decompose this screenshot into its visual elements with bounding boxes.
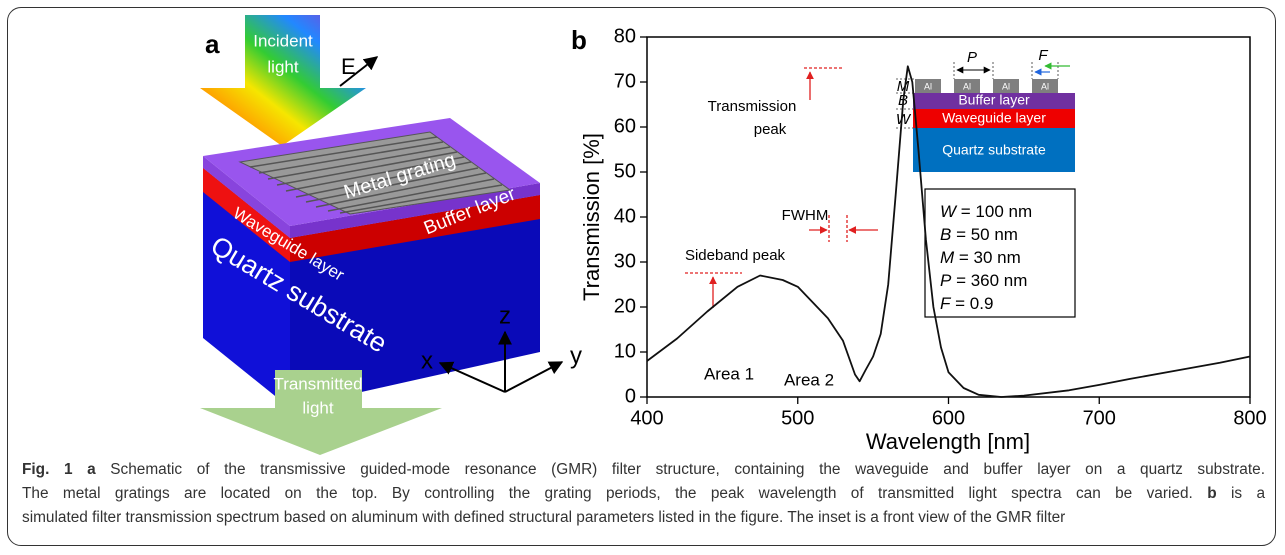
parameter-value: = 360 nm bbox=[951, 271, 1027, 290]
parameter: F = 0.9 bbox=[940, 294, 993, 313]
inset: Al Al Al Al Buffer layer Waveguide layer… bbox=[896, 47, 1075, 172]
parameter-value: = 50 nm bbox=[951, 225, 1018, 244]
parameter-symbol: B bbox=[940, 225, 951, 244]
al-block bbox=[954, 79, 980, 93]
x-tick-label: 500 bbox=[781, 407, 814, 429]
x-axis-title: Wavelength [nm] bbox=[866, 429, 1030, 454]
x-axis bbox=[438, 361, 506, 393]
transmitted-text: Transmitted bbox=[273, 374, 362, 393]
buffer-left bbox=[203, 156, 290, 238]
panel-a: a Incident light E Metal grating Buffer … bbox=[200, 15, 582, 455]
parameter-value: = 0.9 bbox=[950, 294, 993, 313]
annotation: Transmission bbox=[708, 98, 797, 115]
parameter: B = 50 nm bbox=[940, 225, 1018, 244]
caption-text: simulated filter transmission spectrum b… bbox=[22, 509, 1066, 526]
waveguide-right bbox=[290, 195, 540, 262]
al-label: Al bbox=[1041, 81, 1049, 91]
waveguide-layer bbox=[913, 109, 1075, 128]
y-axis bbox=[504, 361, 564, 393]
grating-lines bbox=[249, 136, 503, 214]
transmitted-arrow bbox=[200, 370, 442, 455]
field-label: E bbox=[341, 54, 356, 79]
parameter-value: = 30 nm bbox=[954, 248, 1021, 267]
annotation: Area 2 bbox=[784, 370, 834, 389]
parameter-symbol: P bbox=[940, 271, 952, 290]
caption-line: simulated filter transmission spectrum b… bbox=[22, 506, 1265, 530]
y-tick-label: 0 bbox=[625, 385, 636, 407]
parameter-symbol: M bbox=[940, 248, 955, 267]
inset-symbol: W bbox=[896, 111, 912, 128]
axis-label: y bbox=[570, 342, 582, 369]
inset-symbol: P bbox=[967, 49, 977, 66]
caption-text: The metal gratings are located on the to… bbox=[22, 485, 1208, 502]
panel-label: b bbox=[571, 25, 587, 55]
al-block bbox=[993, 79, 1019, 93]
y-tick-label: 80 bbox=[614, 25, 636, 47]
panel-label: a bbox=[205, 29, 220, 59]
x-tick-label: 600 bbox=[932, 407, 965, 429]
parameter: W = 100 nm bbox=[940, 202, 1032, 221]
annotation: Area 1 bbox=[704, 364, 754, 383]
incident-text: light bbox=[267, 57, 298, 76]
parameter: M = 30 nm bbox=[940, 248, 1021, 267]
annotation-arrows bbox=[685, 67, 878, 308]
x-tick-label: 800 bbox=[1233, 407, 1266, 429]
parameter-value: = 100 nm bbox=[956, 202, 1032, 221]
al-block bbox=[1032, 79, 1058, 93]
caption-text: Schematic of the transmissive guided-mod… bbox=[95, 461, 1265, 478]
axis-label: z bbox=[499, 302, 511, 329]
y-tick-label: 20 bbox=[614, 295, 636, 317]
y-tick-label: 70 bbox=[614, 70, 636, 92]
x-tick-label: 700 bbox=[1083, 407, 1116, 429]
caption-text: is a bbox=[1216, 485, 1266, 502]
caption-text: Fig. 1 bbox=[22, 461, 73, 478]
waveguide-left bbox=[203, 168, 290, 262]
y-tick-label: 40 bbox=[614, 205, 636, 227]
x-tick-label: 400 bbox=[630, 407, 663, 429]
al-label: Al bbox=[1002, 81, 1010, 91]
annotation: Sideband peak bbox=[685, 247, 786, 264]
layer-label: Waveguide layer bbox=[942, 110, 1046, 126]
transmitted-text: light bbox=[302, 398, 333, 417]
metal-grating bbox=[238, 131, 512, 215]
inset-symbol: F bbox=[1038, 47, 1048, 64]
caption-text: b bbox=[1207, 485, 1217, 502]
caption-text: a bbox=[72, 461, 96, 478]
parameter-symbol: F bbox=[940, 294, 952, 313]
caption: Fig. 1 a Schematic of the transmissive g… bbox=[22, 458, 1265, 530]
incident-text: Incident bbox=[253, 31, 313, 50]
al-label: Al bbox=[963, 81, 971, 91]
figure-frame bbox=[7, 7, 1276, 546]
al-label: Al bbox=[924, 81, 932, 91]
axis-label: x bbox=[421, 347, 433, 374]
annotation: FWHM bbox=[782, 207, 829, 224]
figure: a Incident light E Metal grating Buffer … bbox=[200, 15, 1267, 455]
parameter-symbol: W bbox=[940, 202, 958, 221]
y-tick-label: 60 bbox=[614, 115, 636, 137]
caption-line: The metal gratings are located on the to… bbox=[22, 482, 1265, 506]
buffer-layer bbox=[913, 93, 1075, 109]
al-block bbox=[915, 79, 941, 93]
y-tick-label: 50 bbox=[614, 160, 636, 182]
annotation: peak bbox=[754, 121, 787, 138]
spectrum-line bbox=[646, 65, 1251, 398]
incident-arrow bbox=[200, 15, 366, 146]
buffer-right bbox=[290, 183, 540, 238]
layer-label: Buffer layer bbox=[958, 92, 1030, 108]
panel-b: b Wavelength [nm] Transmission [%] Trans… bbox=[571, 25, 1251, 454]
y-tick-label: 10 bbox=[614, 340, 636, 362]
parameter-box bbox=[924, 188, 1076, 318]
layer-label: Quartz substrate bbox=[942, 142, 1046, 158]
caption-line: Fig. 1 a Schematic of the transmissive g… bbox=[22, 458, 1265, 482]
substrate-layer bbox=[913, 128, 1075, 172]
parameter: P = 360 nm bbox=[940, 271, 1027, 290]
field-arrow bbox=[339, 56, 379, 87]
y-tick-label: 30 bbox=[614, 250, 636, 272]
y-axis-title: Transmission [%] bbox=[579, 133, 604, 301]
